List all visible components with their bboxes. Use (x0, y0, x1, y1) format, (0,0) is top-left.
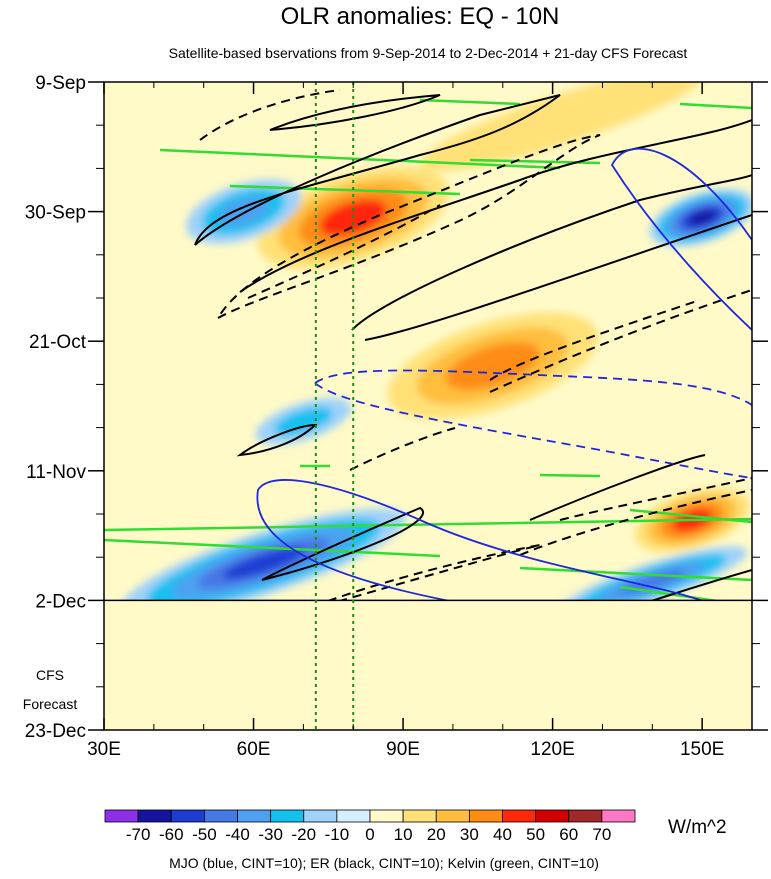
er-contour-solid-6 (261, 506, 424, 581)
x-tick-label: 150E (680, 739, 724, 760)
kelvin-contour-9 (629, 508, 752, 524)
colorbar-label: 50 (526, 825, 545, 844)
colorbar-label: -50 (192, 825, 217, 844)
colorbar-label: -30 (258, 825, 283, 844)
anomaly-negative-6-level-3 (217, 197, 270, 226)
y-tick-label: 9-Sep (35, 73, 86, 94)
colorbar-label: -10 (325, 825, 350, 844)
anomaly-positive-3-level-1 (420, 82, 706, 171)
er-contours (194, 94, 752, 631)
colorbar-swatch-5 (237, 809, 272, 823)
y-tick-label: 23-Dec (25, 721, 86, 742)
colorbar-label: 10 (394, 825, 413, 844)
chart-title: OLR anomalies: EQ - 10N (281, 3, 560, 30)
forecast-label: CFS Forecast (23, 667, 78, 712)
er-contour-solid-4 (364, 214, 752, 341)
colorbar-label: -20 (291, 825, 316, 844)
er-contour-dashed-6 (349, 427, 456, 471)
colorbar-label: -60 (159, 825, 184, 844)
x-tick-label: 60E (237, 739, 271, 760)
mjo-contour-solid-2 (610, 147, 752, 332)
colorbar-swatch-12 (468, 809, 503, 823)
colorbar-label: -40 (225, 825, 250, 844)
colorbar-swatch-4 (203, 809, 238, 823)
kelvin-contour-1 (104, 517, 752, 532)
colorbar-label: 20 (427, 825, 446, 844)
colorbar-swatch-3 (170, 809, 205, 823)
colorbar-swatch-7 (303, 809, 338, 823)
kelvin-contour-11 (539, 473, 601, 478)
y-tick-label: 30-Sep (25, 203, 86, 224)
colorbar-units: W/m^2 (668, 817, 727, 838)
x-tick-label: 90E (386, 739, 420, 760)
er-contour-dashed-2 (215, 134, 601, 321)
colorbar-label: 40 (493, 825, 512, 844)
mjo-contours-dashed (314, 369, 752, 479)
colorbar-swatch-8 (336, 809, 371, 823)
anomaly-negative-4-level-5 (222, 547, 305, 580)
x-tick-label: 30E (87, 739, 121, 760)
kelvin-contour-7 (519, 566, 752, 582)
er-contour-solid-3 (351, 174, 752, 331)
er-contour-dashed-8 (519, 489, 752, 556)
chart-subtitle: Satellite-based bservations from 9-Sep-2… (169, 45, 688, 61)
colorbar-swatch-11 (435, 809, 470, 823)
er-contour-solid-2 (239, 119, 752, 293)
er-contour-dashed-5 (489, 299, 701, 381)
mjo-contour-dashed-1 (314, 369, 752, 406)
kelvin-contour-3 (419, 98, 521, 106)
colorbar-label: 60 (559, 825, 578, 844)
colorbar-swatch-13 (502, 809, 537, 823)
er-contour-dashed-4 (489, 289, 752, 393)
colorbar-label: 0 (365, 825, 374, 844)
axes: 30E 60E 90E 120E 150E 9-Sep 30-Sep 21-Oct 11-Nov… (25, 73, 768, 760)
mjo-contour-dashed-2 (314, 382, 752, 479)
colorbar-swatch-6 (270, 809, 305, 823)
er-contours-dashed (199, 89, 752, 613)
er-contour-solid-1 (194, 94, 561, 246)
colorbar-label: 70 (592, 825, 611, 844)
colorbar-label: 30 (460, 825, 479, 844)
colorbar-swatch-10 (402, 809, 437, 823)
forecast-label-line-2: Forecast (23, 696, 78, 712)
kelvin-contour-2 (104, 538, 441, 558)
plot-frame (103, 81, 753, 731)
anomaly-negative-8-level-2 (273, 407, 333, 436)
colorbar-swatch-16 (601, 809, 636, 823)
plot-area (103, 81, 753, 731)
colorbar-swatch-9 (369, 809, 404, 823)
anomaly-negative-5-level-6 (689, 210, 715, 225)
kelvin-contour-12 (679, 102, 752, 110)
er-contour-dashed-1 (199, 89, 341, 141)
colorbar: -70 -60 -50 -40 -30 -20 -10 0 10 20 30 40 50 60 70 (104, 809, 636, 844)
y-tick-label: 2-Dec (35, 591, 86, 612)
colorbar-label: -70 (126, 825, 151, 844)
x-tick-label: 120E (530, 739, 574, 760)
er-contour-dashed-9 (559, 477, 752, 521)
er-contour-dashed-7 (299, 544, 541, 613)
colorbar-swatch-2 (137, 809, 172, 823)
y-tick-label: 21-Oct (29, 332, 87, 353)
forecast-region (104, 600, 752, 730)
colorbar-swatch-15 (568, 809, 603, 823)
er-contour-solid-8 (529, 454, 706, 521)
contour-legend: MJO (blue, CINT=10); ER (black, CINT=10)… (169, 855, 599, 871)
colorbar-swatch-1 (104, 809, 139, 823)
kelvin-contour-5 (229, 184, 461, 196)
y-tick-label: 11-Nov (26, 462, 86, 483)
colorbar-swatch-14 (535, 809, 570, 823)
anomaly-positive-1-level-3 (446, 342, 540, 390)
er-contour-solid-9 (269, 94, 441, 131)
forecast-label-line-1: CFS (36, 667, 64, 683)
er-contour-dashed-3 (247, 204, 441, 299)
